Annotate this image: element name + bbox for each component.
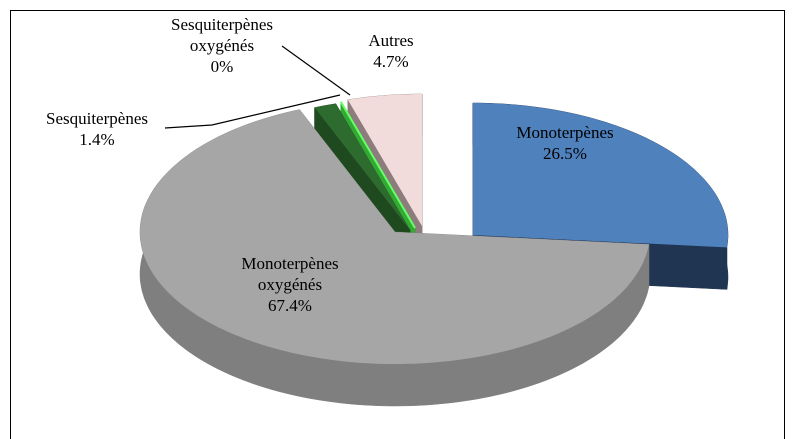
- slice-label: Sesquiterpènes oxygénés 0%: [160, 14, 285, 77]
- value-label: 67.4%: [268, 296, 312, 315]
- slice-top: [473, 103, 728, 248]
- leader-line: [164, 94, 341, 129]
- slice-top: [339, 101, 416, 229]
- slice-label: Autres 4.7%: [368, 30, 413, 72]
- slice-label: Monoterpènes 26.5%: [516, 122, 613, 164]
- slice: [139, 108, 650, 407]
- leader-line: [281, 45, 351, 96]
- value-label: 26.5%: [543, 144, 587, 163]
- category-label: Sesquiterpènes: [46, 109, 148, 128]
- category-label: Autres: [368, 31, 414, 50]
- slice-label: Sesquiterpènes 1.4%: [38, 108, 156, 150]
- value-label: 4.7%: [373, 52, 409, 71]
- slice-label: Monoterpènes oxygénés 67.4%: [225, 253, 355, 316]
- slice-top: [347, 94, 422, 226]
- category-label: Sesquiterpènes oxygénés: [171, 15, 273, 55]
- value-label: 0%: [210, 57, 234, 76]
- category-label: Monoterpènes: [516, 123, 614, 142]
- slice-top: [314, 103, 410, 230]
- value-label: 1.4%: [79, 130, 115, 149]
- frame: [10, 10, 785, 439]
- category-label: Monoterpènes oxygénés: [241, 254, 339, 294]
- slice-top: [140, 109, 649, 364]
